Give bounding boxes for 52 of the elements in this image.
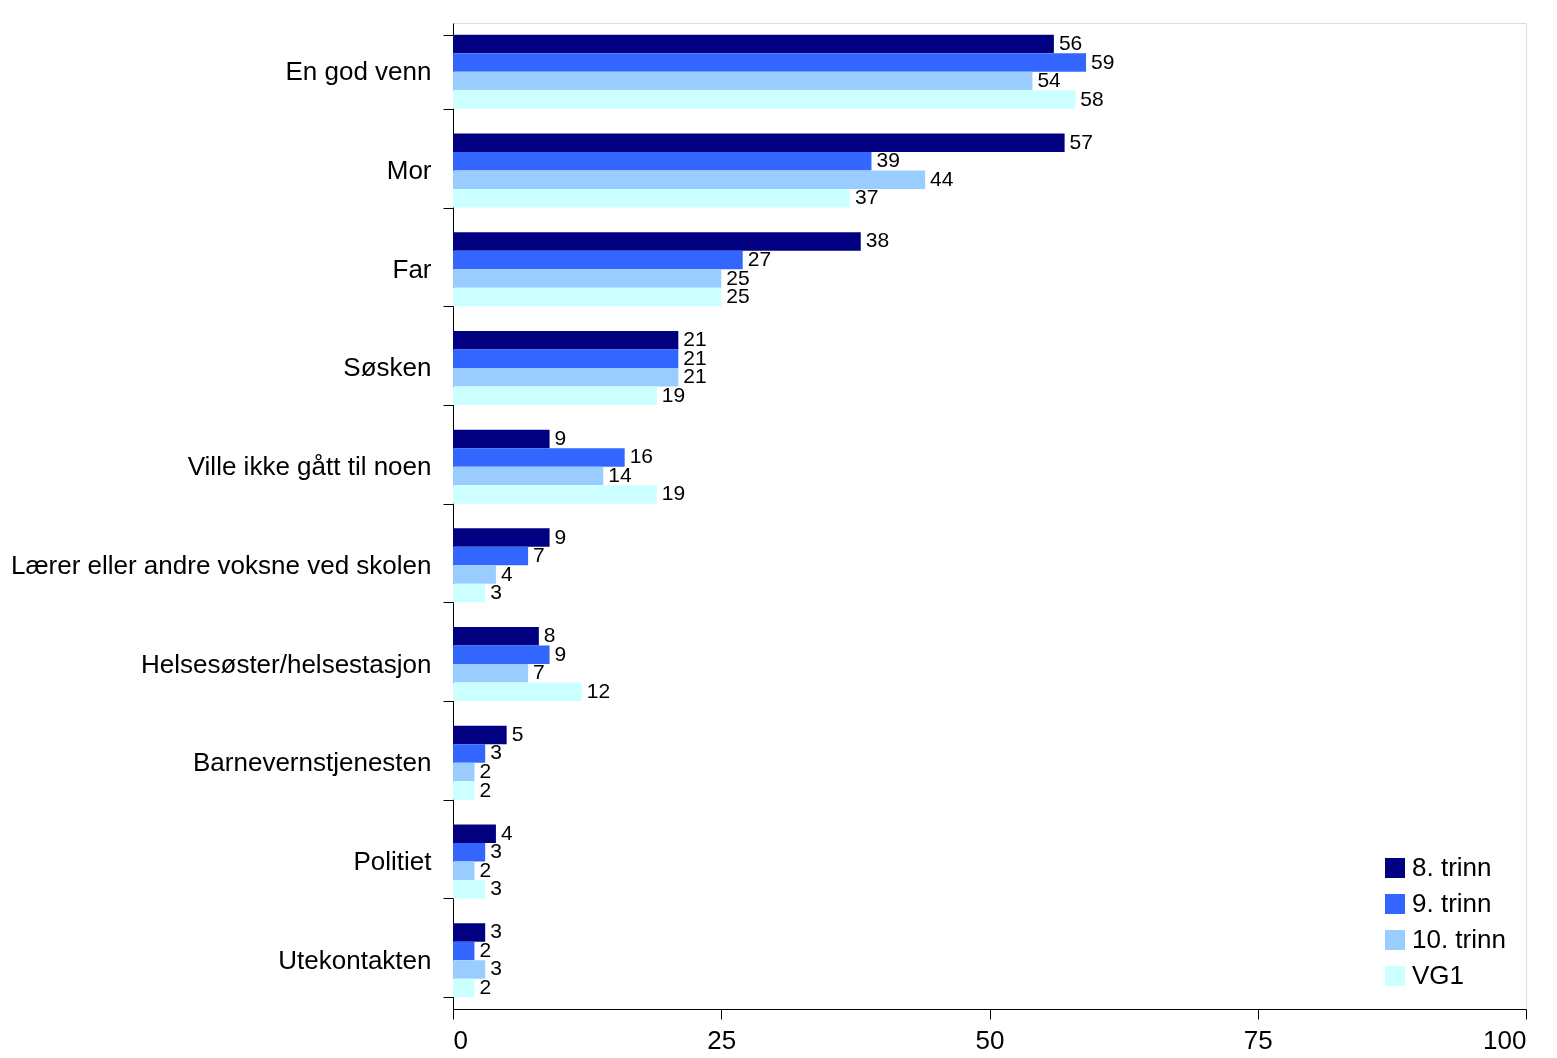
y-tick-label: Lærer eller andre voksne ved skolen bbox=[10, 549, 432, 580]
legend-label: 10. trinn bbox=[1412, 924, 1506, 954]
x-tick-label: 50 bbox=[975, 1024, 1005, 1055]
data-label: 7 bbox=[533, 543, 545, 567]
data-label: 4 bbox=[500, 561, 513, 585]
data-label: 3 bbox=[490, 919, 502, 943]
data-label: 3 bbox=[490, 876, 502, 900]
x-tick-label: 25 bbox=[707, 1024, 737, 1055]
x-tick-label: 75 bbox=[1243, 1024, 1273, 1055]
data-label: 7 bbox=[533, 660, 545, 684]
data-label: 16 bbox=[629, 444, 654, 468]
data-label: 3 bbox=[490, 580, 502, 604]
legend-label: 8. trinn bbox=[1412, 852, 1492, 882]
data-label: 38 bbox=[865, 228, 890, 252]
y-tick-label: En god venn bbox=[285, 56, 432, 87]
data-label: 9 bbox=[554, 425, 567, 449]
data-label: 56 bbox=[1058, 31, 1083, 55]
legend-label: 9. trinn bbox=[1412, 888, 1492, 918]
data-label: 44 bbox=[930, 166, 954, 190]
y-tick-label: Ville ikke gått til noen bbox=[187, 451, 432, 482]
y-tick-label: Utekontakten bbox=[278, 944, 432, 975]
y-tick-label: Politiet bbox=[353, 845, 433, 876]
data-label: 57 bbox=[1069, 129, 1093, 153]
y-tick-label: Far bbox=[392, 253, 432, 284]
data-label: 8 bbox=[543, 623, 556, 647]
y-tick-label: Mor bbox=[386, 155, 432, 186]
data-label: 14 bbox=[608, 462, 632, 486]
x-tick-label: 100 bbox=[1483, 1024, 1527, 1055]
data-label: 4 bbox=[500, 820, 513, 844]
x-tick-label: 0 bbox=[453, 1024, 468, 1055]
data-label: 59 bbox=[1091, 49, 1115, 73]
data-label: 12 bbox=[586, 678, 611, 702]
data-label: 5 bbox=[511, 721, 524, 745]
data-label: 2 bbox=[479, 974, 492, 998]
data-label: 54 bbox=[1037, 68, 1062, 92]
data-label: 3 bbox=[490, 956, 502, 980]
y-tick-label: Søsken bbox=[343, 352, 432, 383]
data-label: 27 bbox=[747, 247, 772, 270]
data-label: 3 bbox=[490, 740, 502, 764]
data-label: 39 bbox=[876, 148, 900, 172]
legend-label: VG1 bbox=[1412, 960, 1465, 990]
data-label: 19 bbox=[661, 382, 686, 406]
y-tick-label: Helsesøster/helsestasjon bbox=[141, 648, 432, 679]
data-label: 2 bbox=[479, 857, 492, 881]
data-label: 9 bbox=[554, 524, 567, 548]
data-label: 58 bbox=[1080, 86, 1104, 110]
y-tick-label: Barnevernstjenesten bbox=[193, 747, 432, 778]
data-label: 2 bbox=[479, 937, 492, 961]
data-label: 37 bbox=[855, 185, 879, 209]
data-label: 3 bbox=[490, 839, 502, 863]
data-label: 9 bbox=[554, 641, 567, 665]
data-label: 19 bbox=[661, 481, 686, 505]
